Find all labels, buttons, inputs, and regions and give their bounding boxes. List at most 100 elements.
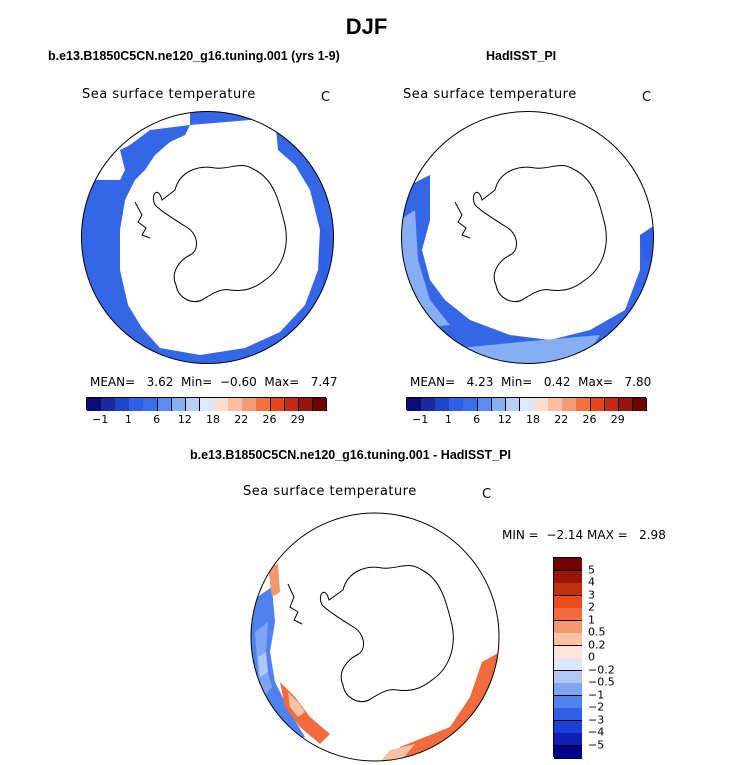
- colorbar-tick-label: 22: [234, 413, 249, 426]
- panel-3-max-value: 2.98: [639, 528, 666, 542]
- colorbar-tick-label: −4: [588, 725, 605, 739]
- colorbar-tick-label: 29: [290, 413, 305, 426]
- colorbar-tick-label: −2: [588, 700, 605, 714]
- colorbar-tick-label: 6: [153, 413, 161, 426]
- colorbar-tick-label: 26: [582, 413, 597, 426]
- colorbar-swatch: [129, 398, 144, 411]
- panel-3-min-value: −2.14: [546, 528, 584, 542]
- panel-3-max-label: MAX =: [587, 528, 628, 542]
- colorbar-swatch: [435, 398, 450, 411]
- panel-2-min-value: 0.42: [543, 375, 571, 389]
- colorbar-swatch: [554, 583, 582, 596]
- colorbar-swatch: [284, 398, 300, 411]
- panel-3-min-label: MIN =: [502, 528, 539, 542]
- panel-3-positive-light: [288, 692, 305, 717]
- panel-3-units: C: [482, 487, 492, 502]
- colorbar-tick-label: −0.2: [588, 663, 615, 676]
- colorbar-swatch: [554, 645, 582, 659]
- panel-2-peninsula-coastline: [454, 201, 471, 239]
- colorbar-swatch: [256, 398, 272, 411]
- panel-3-positive-edge: [380, 744, 415, 761]
- colorbar-tick-label: 3: [588, 588, 595, 601]
- colorbar-swatch: [143, 398, 159, 411]
- panel-3-map-border: [250, 512, 500, 762]
- colorbar-swatch: [463, 398, 479, 411]
- panel-1-mean-value: 3.62: [146, 375, 174, 389]
- panel-3-title: b.e13.B1850C5CN.ne120_g16.tuning.001 - H…: [190, 448, 511, 462]
- colorbar-swatch: [449, 398, 464, 411]
- colorbar-swatch: [554, 733, 582, 746]
- panel-2-stats: MEAN= 4.23 Min= 0.42 Max= 7.80: [410, 375, 651, 389]
- colorbar-tick-label: 1: [588, 613, 595, 626]
- colorbar-swatch: [554, 558, 582, 571]
- panel-3-variable-label: Sea surface temperature: [243, 484, 417, 499]
- colorbar-swatch: [87, 398, 102, 411]
- colorbar-swatch: [554, 745, 582, 759]
- panel-1-map-border: [81, 111, 334, 364]
- panel-1-antarctica-coastline: [152, 165, 287, 303]
- colorbar-tick-label: 22: [554, 413, 569, 426]
- colorbar-swatch: [477, 398, 493, 411]
- colorbar-tick-label: 1: [124, 413, 132, 426]
- colorbar-swatch: [421, 398, 436, 411]
- colorbar-tick-label: 0: [588, 650, 595, 664]
- panel-1-title: b.e13.B1850C5CN.ne120_g16.tuning.001 (yr…: [48, 49, 340, 63]
- colorbar-swatch: [298, 398, 314, 411]
- panel-2-map: [401, 111, 654, 364]
- colorbar-tick-label: 5: [588, 563, 595, 576]
- colorbar-tick-label: −1: [412, 413, 429, 426]
- panel-1-max-value: 7.47: [310, 375, 338, 389]
- panel-3-colorbar: [553, 557, 582, 759]
- panel-2-title: HadISST_PI: [486, 49, 557, 63]
- colorbar-tick-label: 18: [206, 413, 221, 426]
- panel-2-max-value: 7.80: [624, 375, 652, 389]
- colorbar-swatch: [534, 398, 549, 411]
- panel-2-mean-label: MEAN=: [410, 375, 456, 389]
- panel-1-colorbar-ticks: −1 1 6 12 18 22 26 29: [86, 413, 326, 427]
- colorbar-tick-label: 0.5: [588, 625, 606, 639]
- panel-1-min-label: Min=: [181, 375, 213, 389]
- panel-2-mean-value: 4.23: [466, 375, 494, 389]
- panel-1-max-label: Max=: [264, 375, 300, 389]
- panel-3-antarctica-coastline: [319, 565, 454, 703]
- panel-1-map: [81, 111, 334, 364]
- colorbar-tick-label: 12: [177, 413, 192, 426]
- panel-1-colorbar: [86, 397, 328, 411]
- colorbar-swatch: [554, 683, 582, 696]
- colorbar-tick-label: 0.2: [588, 638, 606, 651]
- colorbar-swatch: [505, 398, 521, 411]
- colorbar-swatch: [554, 595, 582, 609]
- panel-1-peninsula-coastline: [134, 201, 151, 239]
- panel-2-ocean-east-patch: [640, 225, 654, 260]
- panel-1-min-value: −0.60: [220, 375, 257, 389]
- panel-2-min-label: Min=: [501, 375, 533, 389]
- colorbar-swatch: [242, 398, 257, 411]
- colorbar-tick-label: 26: [262, 413, 277, 426]
- colorbar-swatch: [604, 398, 620, 411]
- panel-2-colorbar: [406, 397, 648, 411]
- panel-1-warm-patch: [81, 350, 160, 364]
- panel-2-map-border: [401, 111, 654, 364]
- colorbar-tick-label: 2: [588, 600, 595, 614]
- colorbar-swatch: [554, 570, 582, 584]
- panel-1-variable-label: Sea surface temperature: [82, 87, 256, 102]
- panel-1-ice-region: [120, 118, 320, 355]
- colorbar-swatch: [576, 398, 592, 411]
- colorbar-swatch: [157, 398, 173, 411]
- colorbar-swatch: [632, 398, 648, 411]
- panel-2-antarctica-coastline: [472, 165, 607, 303]
- panel-3-colorbar-ticks: 5 4 3 2 1 0.5 0.2 0 −0.2 −0.5 −1 −2 −3 −4 −5: [588, 557, 628, 757]
- colorbar-swatch: [554, 720, 582, 734]
- colorbar-swatch: [554, 695, 582, 709]
- colorbar-tick-label: 18: [526, 413, 541, 426]
- panel-3-stats: MIN = −2.14 MAX = 2.98: [502, 528, 666, 542]
- colorbar-swatch: [554, 608, 582, 621]
- panel-1-units: C: [321, 90, 331, 105]
- panel-3-peninsula-coastline: [287, 583, 303, 625]
- colorbar-swatch: [101, 398, 116, 411]
- colorbar-swatch: [199, 398, 215, 411]
- panel-1-mean-label: MEAN=: [90, 375, 136, 389]
- colorbar-tick-label: 1: [444, 413, 452, 426]
- colorbar-swatch: [590, 398, 606, 411]
- panel-3-negative-faint: [258, 652, 268, 677]
